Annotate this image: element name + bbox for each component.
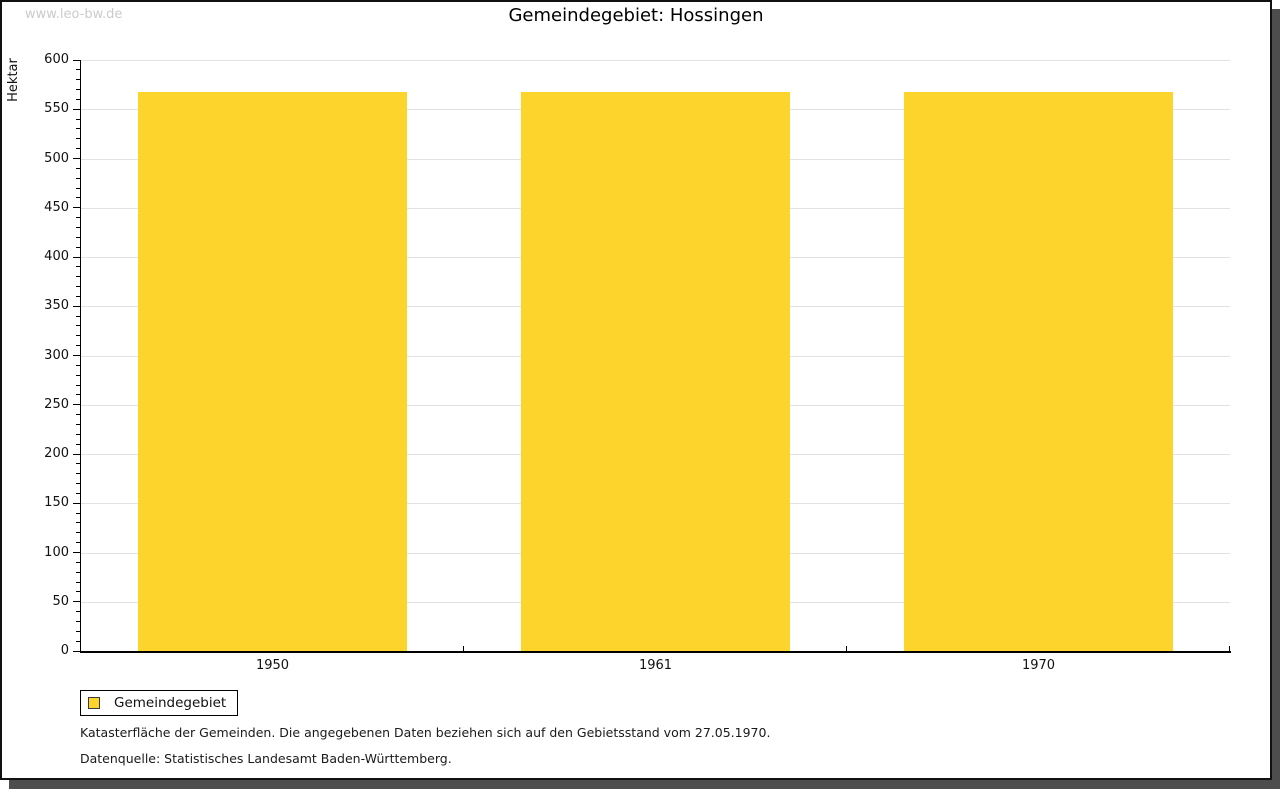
- y-axis-tick: [76, 197, 80, 199]
- legend-label: Gemeindegebiet: [114, 695, 227, 711]
- x-tick-label: 1961: [638, 658, 673, 673]
- y-axis-tick: [73, 650, 80, 652]
- y-axis-tick: [76, 295, 80, 297]
- y-axis-tick: [76, 69, 80, 71]
- y-tick-label: 400: [44, 249, 69, 264]
- watermark-text: www.leo-bw.de: [25, 7, 123, 22]
- y-tick-label: 500: [44, 150, 69, 166]
- y-axis-tick: [73, 108, 80, 110]
- y-axis-tick: [73, 552, 80, 553]
- y-axis-tick: [76, 640, 80, 642]
- y-axis-tick: [73, 453, 80, 455]
- y-axis-line: [80, 60, 81, 652]
- y-tick-label: 0: [60, 643, 69, 658]
- y-axis-tick: [76, 118, 80, 120]
- y-axis-tick: [76, 167, 80, 169]
- x-axis-line: [80, 651, 1231, 653]
- footnote-source: Datenquelle: Statistisches Landesamt Bad…: [80, 751, 452, 766]
- chart-frame: www.leo-bw.de Gemeindegebiet: Hossingen …: [0, 0, 1272, 780]
- x-axis-boundary-tick: [846, 646, 847, 651]
- y-axis-tick: [76, 591, 80, 593]
- y-axis-tick: [73, 59, 80, 61]
- y-axis-tick: [76, 571, 80, 573]
- y-axis-tick: [76, 128, 80, 130]
- y-axis-tick: [76, 177, 80, 179]
- y-axis-tick: [76, 364, 80, 366]
- y-axis-tick: [76, 226, 80, 228]
- y-axis-tick: [76, 89, 80, 91]
- y-axis-tick: [76, 335, 80, 337]
- x-tick-label: 1970: [1021, 658, 1056, 673]
- y-axis-tick: [76, 611, 80, 613]
- y-axis-tick: [76, 473, 80, 475]
- y-axis-tick: [76, 98, 80, 100]
- y-axis-tick: [76, 138, 80, 140]
- y-axis-tick: [76, 325, 80, 327]
- y-tick-label: 300: [44, 347, 69, 363]
- chart-title: Gemeindegebiet: Hossingen: [508, 5, 764, 26]
- x-axis-boundary-tick: [1229, 646, 1230, 651]
- y-axis-tick: [76, 79, 80, 81]
- y-axis-tick: [76, 345, 80, 347]
- y-axis-tick: [76, 443, 80, 445]
- legend-box: Gemeindegebiet: [80, 690, 239, 716]
- y-axis-tick: [76, 394, 80, 396]
- y-tick-label: 600: [44, 52, 69, 67]
- y-axis-tick: [76, 492, 80, 494]
- y-axis-tick: [76, 423, 80, 425]
- y-axis-tick: [76, 266, 80, 268]
- y-axis-tick: [76, 246, 80, 248]
- y-axis-tick: [76, 483, 80, 485]
- bar-1961: [521, 91, 790, 651]
- y-axis-tick: [76, 630, 80, 632]
- y-axis-tick: [73, 601, 80, 603]
- y-axis-tick: [76, 187, 80, 189]
- bar-1950: [138, 91, 407, 651]
- gridline-600: [81, 60, 1230, 61]
- y-axis-tick: [76, 532, 80, 534]
- y-tick-label: 450: [44, 199, 69, 215]
- y-axis-tick: [73, 305, 80, 307]
- y-axis-label: Hektar: [6, 58, 21, 102]
- y-axis-tick: [76, 522, 80, 524]
- y-tick-label: 550: [44, 101, 69, 117]
- y-tick-label: 150: [44, 495, 69, 511]
- y-axis-tick: [76, 561, 80, 563]
- y-axis-tick: [76, 236, 80, 238]
- y-axis-tick: [76, 384, 80, 386]
- plot-area: 0 50 100 150 200 250 300 350 400 450 500 550 600 1950…: [44, 52, 1231, 673]
- legend-swatch: [88, 697, 100, 709]
- y-axis-tick: [76, 276, 80, 278]
- y-axis-tick: [73, 502, 80, 504]
- bar-1970: [904, 91, 1173, 651]
- y-axis-tick: [76, 315, 80, 317]
- y-tick-label: 200: [44, 446, 69, 461]
- y-tick-label: 50: [52, 593, 69, 609]
- y-axis-tick: [76, 414, 80, 416]
- y-tick-label: 350: [44, 298, 69, 314]
- y-axis-tick: [76, 542, 80, 544]
- y-axis-tick: [76, 463, 80, 465]
- x-axis-boundary-tick: [463, 646, 464, 651]
- y-axis-tick: [76, 217, 80, 219]
- y-tick-label: 250: [44, 396, 69, 412]
- y-axis-tick: [73, 207, 80, 209]
- y-axis-tick: [73, 158, 80, 159]
- y-axis-tick: [76, 286, 80, 288]
- y-axis-tick: [76, 581, 80, 583]
- y-axis-tick: [76, 148, 80, 150]
- y-axis-tick: [76, 512, 80, 514]
- y-axis-tick: [73, 404, 80, 406]
- y-axis-tick: [76, 620, 80, 622]
- y-tick-label: 100: [44, 544, 69, 560]
- footnote-description: Katasterfläche der Gemeinden. Die angege…: [80, 725, 771, 740]
- y-axis-tick: [76, 433, 80, 435]
- x-tick-label: 1950: [255, 658, 290, 673]
- y-axis-tick: [73, 256, 80, 258]
- y-axis-tick: [76, 374, 80, 376]
- y-axis-tick: [73, 355, 80, 356]
